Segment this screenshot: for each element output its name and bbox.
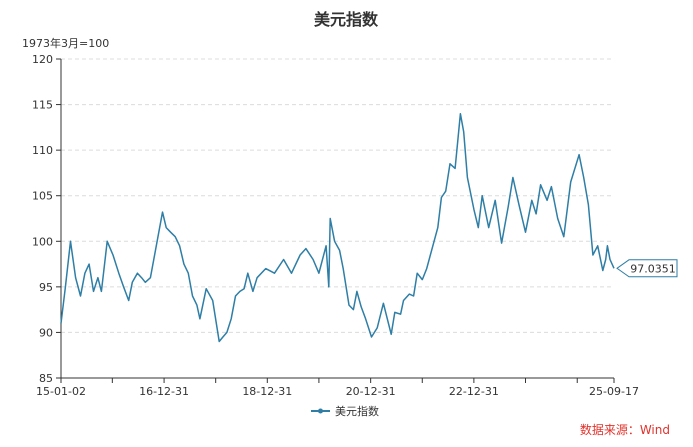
x-tick-label: 16-12-31 <box>139 385 189 398</box>
source-note: 数据来源：Wind <box>580 422 670 437</box>
x-axis: 15-01-02 16-12-31 18-12-31 20-12-31 22-12-31… <box>36 377 639 398</box>
x-tick-label: 22-12-31 <box>449 385 499 398</box>
legend[interactable]: 美元指数 <box>311 404 379 418</box>
last-value-callout-box <box>616 259 678 278</box>
legend-swatch-marker <box>318 408 323 414</box>
y-tick-label: 85 <box>39 372 53 385</box>
y-tick-label: 120 <box>32 53 53 66</box>
x-tick-label: 18-12-31 <box>242 385 292 398</box>
legend-label: 美元指数 <box>335 404 379 418</box>
x-tick-label: 15-01-02 <box>36 385 86 398</box>
x-tick-label: 25-09-17 <box>589 385 639 398</box>
grid-lines <box>61 58 614 333</box>
chart-title: 美元指数 <box>314 10 379 29</box>
y-axis-unit-label: 1973年3月=100 <box>22 36 109 50</box>
y-tick-label: 110 <box>32 144 53 157</box>
series-group <box>60 112 615 343</box>
y-tick-label: 115 <box>32 99 53 112</box>
x-tick-label: 20-12-31 <box>346 385 396 398</box>
y-axis: 85 90 95 100 105 110 115 120 <box>32 53 62 385</box>
last-value-label: 97.0351 <box>630 262 676 275</box>
y-tick-label: 105 <box>32 190 53 203</box>
y-tick-label: 95 <box>39 281 53 294</box>
y-tick-label: 90 <box>39 326 53 339</box>
y-tick-label: 100 <box>32 235 53 248</box>
last-value-callout: 97.0351 <box>616 259 678 278</box>
series-line-usd-index <box>60 112 615 343</box>
